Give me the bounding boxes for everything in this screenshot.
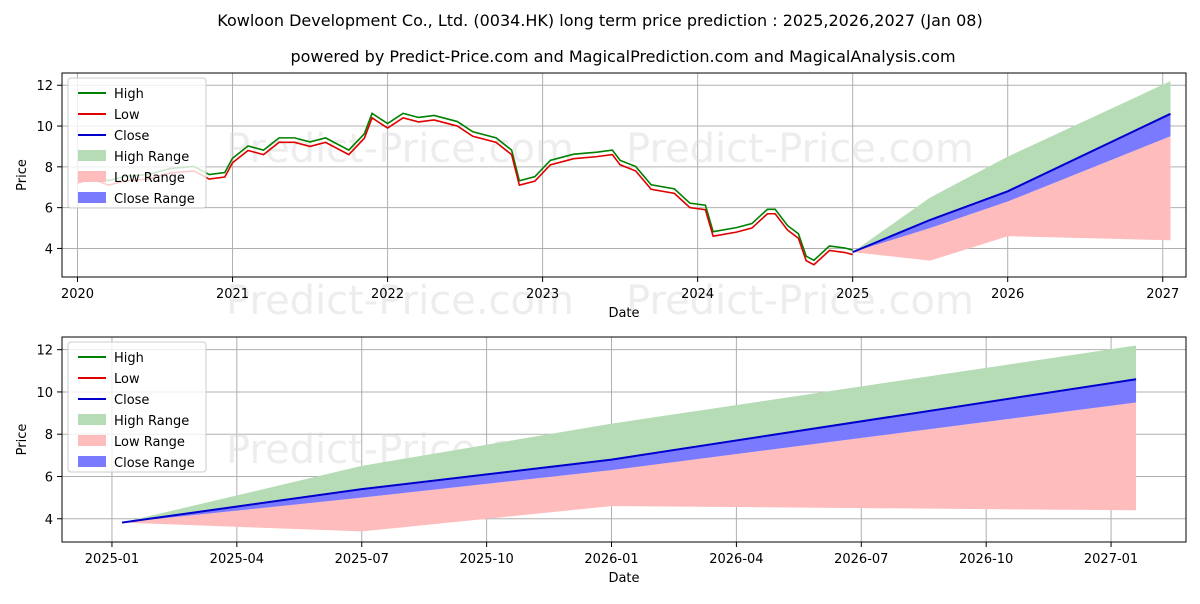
legend-label: Low [114, 372, 140, 387]
y-tick-label: 10 [36, 120, 53, 135]
y-tick-label: 12 [36, 344, 53, 359]
long-term-chart-panel: Predict-Price.com Predict-Price.com Predic… [15, 72, 1187, 324]
legend-swatch-high-range [78, 414, 106, 425]
watermark-text: Predict-Price.com [226, 278, 574, 324]
y-tick-label: 10 [36, 386, 53, 401]
legend-swatch-low-range [78, 435, 106, 446]
low-series-line [77, 116, 853, 266]
x-tick-label: 2025-07 [335, 552, 389, 567]
x-tick-label: 2026 [991, 287, 1024, 302]
low-range-band [852, 136, 1171, 261]
x-tick-label: 2025 [836, 287, 869, 302]
legend-label: High [114, 351, 144, 366]
high-range-band [121, 345, 1137, 523]
x-tick-label: 2026-10 [959, 552, 1013, 567]
legend-label: Close Range [114, 456, 195, 471]
legend-label: Close Range [114, 192, 195, 207]
legend-label: Low [114, 108, 140, 123]
chart-subtitle: powered by Predict-Price.com and Magical… [290, 47, 955, 66]
low-range-band [121, 402, 1137, 532]
watermark-text: Predict-Price.com [626, 278, 974, 324]
y-tick-label: 6 [45, 470, 53, 485]
legend: High Low Close High Range Low Range Close Ran… [67, 77, 207, 209]
x-tick-label: 2020 [61, 287, 94, 302]
close-series-line [121, 378, 1137, 524]
forecast-chart-panel: Predict-Price.comPredict-Price.com2025-0… [15, 336, 1187, 586]
legend-label: Low Range [114, 171, 185, 186]
x-tick-label: 2023 [526, 287, 559, 302]
x-tick-label: 2021 [216, 287, 249, 302]
legend-label: High [114, 87, 144, 102]
x-axis-label: Date [608, 571, 639, 586]
high-series-line [77, 112, 853, 262]
plot-frame [61, 72, 1187, 278]
y-tick-label: 6 [45, 202, 53, 217]
legend-swatch-low-range [78, 171, 106, 182]
x-axis-label: Date [608, 306, 639, 321]
legend-swatch-close-range [78, 192, 106, 203]
x-tick-label: 2024 [681, 287, 714, 302]
watermark-text: Predict-Price.com [226, 126, 574, 172]
y-tick-label: 4 [45, 242, 53, 257]
y-tick-label: 12 [36, 79, 53, 94]
high-range-band [852, 81, 1171, 253]
legend: High Low Close High Range Low Range Close Ran… [67, 341, 207, 473]
x-tick-label: 2022 [371, 287, 404, 302]
y-tick-label: 4 [45, 513, 53, 528]
watermark-text: Predict-Price.com [626, 126, 974, 172]
legend-label: Low Range [114, 435, 185, 450]
x-tick-label: 2026-01 [584, 552, 638, 567]
x-tick-label: 2025-04 [210, 552, 264, 567]
y-tick-label: 8 [45, 428, 53, 443]
chart-title: Kowloon Development Co., Ltd. (0034.HK) … [217, 11, 982, 30]
plot-frame [61, 336, 1187, 543]
x-tick-label: 2025-01 [85, 552, 139, 567]
y-axis-label: Price [15, 424, 30, 456]
x-tick-label: 2027-01 [1084, 552, 1138, 567]
legend-label: High Range [114, 150, 189, 165]
x-tick-label: 2026-04 [709, 552, 763, 567]
x-tick-label: 2027 [1146, 287, 1179, 302]
x-tick-label: 2025-10 [459, 552, 513, 567]
legend-label: Close [114, 129, 149, 144]
legend-label: High Range [114, 414, 189, 429]
y-tick-label: 8 [45, 161, 53, 176]
legend-label: Close [114, 393, 149, 408]
close-series-line [852, 112, 1171, 254]
legend-swatch-close-range [78, 456, 106, 467]
legend-swatch-high-range [78, 150, 106, 161]
y-axis-label: Price [15, 159, 30, 191]
x-tick-label: 2026-07 [834, 552, 888, 567]
